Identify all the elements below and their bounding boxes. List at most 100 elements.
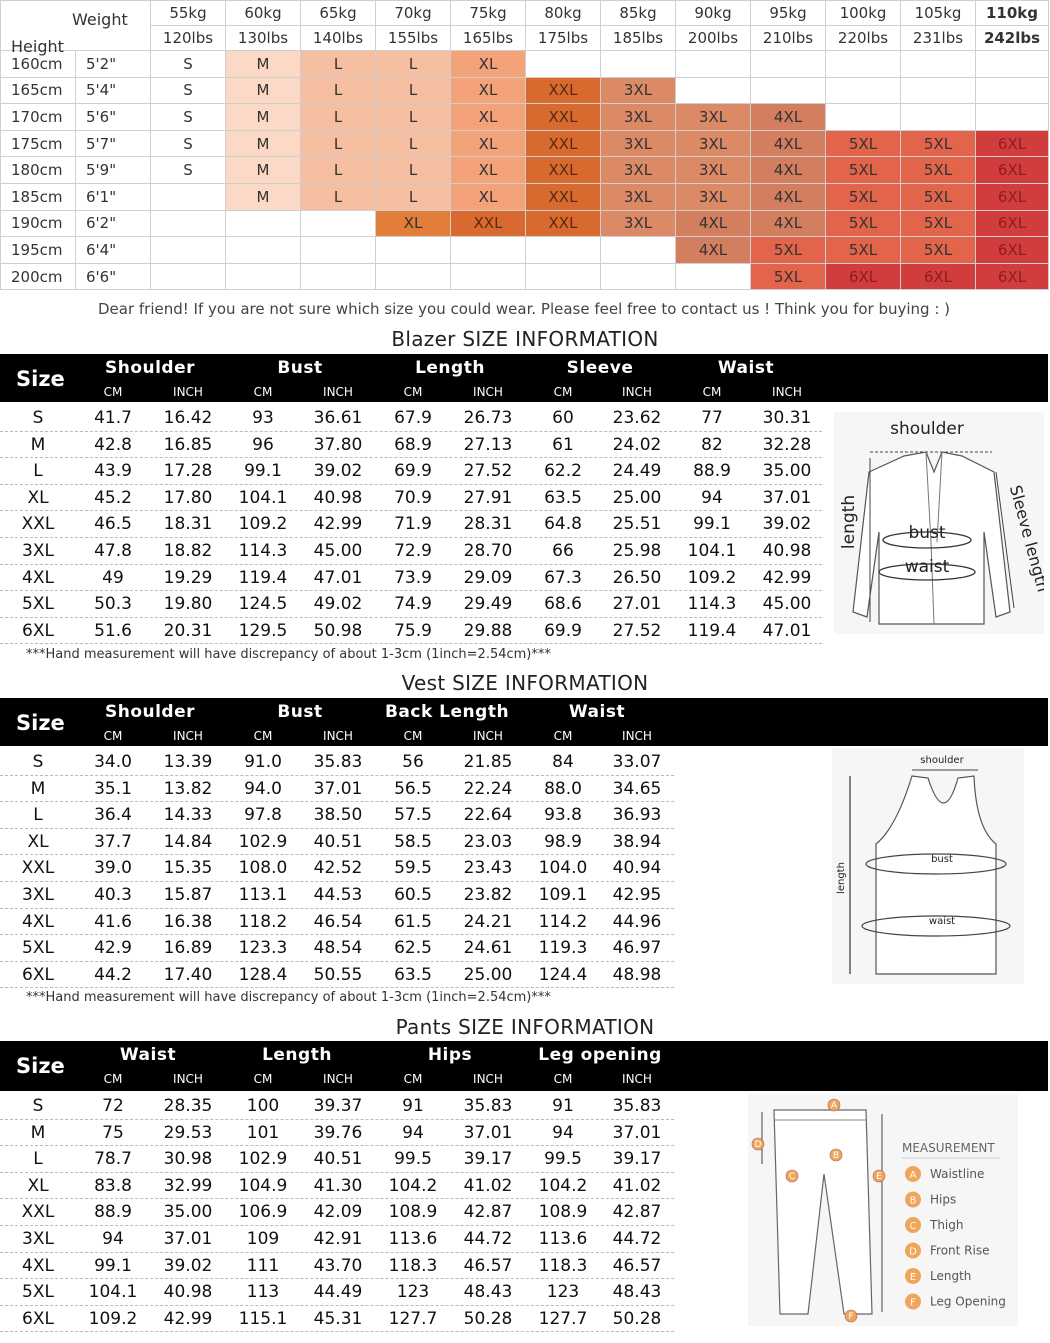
measure-value: 35.00 [163, 1202, 213, 1223]
size-cell [150, 236, 226, 264]
measure-value: 39.0 [94, 858, 132, 879]
measure-value: 104.0 [538, 858, 588, 879]
legend-label: Length [930, 1269, 971, 1283]
measure-value: 26.73 [463, 408, 513, 428]
blazer-illustration: shoulder length bust waist Sleeve length [834, 412, 1044, 634]
height-row: 165cm 5'4" S M L L XL XXL 3XL [0, 76, 1049, 105]
vest-shoulder-label: shoulder [920, 755, 964, 766]
height-row: 175cm 5'7" S M L L XL XXL 3XL 3XL 4XL 5XL 5XL 6XL [0, 129, 1049, 158]
size-label: XXL [21, 858, 55, 879]
measure-value: 88.9 [693, 461, 731, 482]
size-cell: 5XL [825, 182, 901, 211]
legend-marker [905, 1293, 921, 1310]
measure-value: 108.9 [388, 1202, 438, 1223]
measure-value: 91.0 [244, 752, 282, 772]
measure-value: 62.2 [544, 461, 582, 482]
weight-height-table: 55kg 60kg 65kg 70kg 75kg 80kg 85kg 90kg 95kg 100k… [0, 0, 1049, 291]
unit-inch-header: INCH [473, 729, 503, 743]
size-cell [975, 50, 1049, 78]
measure-value: 45.00 [313, 540, 363, 561]
weight-lbs-header: 120lbs [150, 25, 226, 51]
size-row: S 72 28.35 100 39.37 91 35.83 91 35.83 [0, 1093, 674, 1120]
unit-cm-header: CM [103, 385, 123, 399]
size-cell: XL [450, 156, 526, 184]
measure-value: 77 [701, 408, 723, 428]
size-cell: XL [450, 129, 526, 158]
size-cell: 5XL [750, 236, 826, 264]
measure-value: 69.9 [544, 620, 582, 641]
measure-value: 62.5 [394, 938, 432, 959]
size-cell: 3XL [600, 76, 676, 105]
vest-bust-label: bust [931, 854, 953, 865]
unit-inch-header: INCH [323, 729, 353, 743]
size-cell [600, 262, 676, 291]
size-row: 3XL 40.3 15.87 113.1 44.53 60.5 23.82 109.1 42.9… [0, 882, 674, 909]
size-cell: 5XL [900, 236, 976, 264]
measure-value: 99.5 [544, 1149, 582, 1170]
measure-value: 56.5 [394, 778, 432, 799]
size-cell: S [150, 76, 226, 105]
measure-value: 48.54 [313, 938, 363, 959]
size-label: L [33, 805, 43, 826]
size-label: 6XL [22, 964, 54, 985]
measure-value: 60.5 [394, 884, 432, 905]
size-cell [525, 262, 601, 291]
measure-value: 44.72 [612, 1228, 662, 1249]
measure-value: 32.99 [163, 1175, 213, 1196]
measure-value: 23.03 [463, 831, 513, 852]
measure-value: 104.1 [687, 540, 737, 561]
size-label: M [30, 434, 46, 455]
measure-value: 40.98 [762, 540, 812, 561]
measure-value: 17.28 [163, 461, 213, 482]
unit-cm-header: CM [403, 1072, 423, 1086]
corner-cell [0, 0, 151, 51]
size-cell: S [150, 103, 226, 131]
unit-cm-header: CM [553, 1072, 573, 1086]
measure-value: 27.01 [612, 594, 662, 615]
measure-value: 45.2 [94, 487, 132, 508]
measure-value: 23.62 [612, 408, 662, 428]
legend-letter: B [910, 1196, 917, 1207]
size-label: 4XL [22, 1255, 54, 1276]
unit-inch-header: INCH [323, 385, 353, 399]
measure-group-header: Shoulder [104, 702, 196, 722]
measure-value: 40.51 [313, 831, 363, 852]
size-cell: 5XL [750, 262, 826, 291]
size-label: 5XL [22, 938, 54, 959]
size-label: 6XL [22, 1308, 54, 1329]
measure-value: 19.80 [163, 594, 213, 615]
measure-value: 42.52 [313, 858, 363, 879]
size-cell [300, 209, 376, 238]
measure-value: 57.5 [394, 805, 432, 826]
measure-value: 15.35 [163, 858, 213, 879]
measure-value: 14.84 [163, 831, 213, 852]
measure-value: 36.93 [612, 805, 662, 826]
size-cell [825, 76, 901, 105]
size-cell: XXL [525, 182, 601, 211]
height-row: 160cm 5'2" S M L L XL [0, 50, 1049, 78]
measure-value: 40.94 [612, 858, 662, 879]
size-cell [525, 236, 601, 264]
measure-value: 38.94 [612, 831, 662, 852]
measure-value: 25.98 [612, 540, 662, 561]
blazer-header: Size Shoulder CM INCH Bust CM INCH Length CM INCH… [0, 354, 1048, 402]
measure-value: 39.17 [612, 1149, 662, 1170]
unit-cm-header: CM [403, 385, 423, 399]
size-label: 4XL [22, 567, 54, 588]
height-row: 185cm 6'1" M L L XL XXL 3XL 3XL 4XL 5XL 5XL 6XL [0, 182, 1049, 211]
size-label: 3XL [22, 540, 54, 561]
measure-value: 27.52 [463, 461, 513, 482]
size-row: XXL 46.5 18.31 109.2 42.99 71.9 28.31 64.8 25.51… [0, 511, 822, 538]
unit-cm-header: CM [553, 729, 573, 743]
size-cell [675, 76, 751, 105]
height-cm: 190cm [0, 209, 76, 238]
measure-value: 41.6 [94, 911, 132, 932]
unit-inch-header: INCH [473, 385, 503, 399]
measure-value: 16.85 [163, 434, 213, 455]
unit-cm-header: CM [253, 1072, 273, 1086]
measure-value: 64.8 [544, 514, 582, 535]
size-cell [675, 50, 751, 78]
size-cell: XL [450, 50, 526, 78]
size-label: L [33, 1149, 43, 1170]
unit-inch-header: INCH [173, 1072, 203, 1086]
